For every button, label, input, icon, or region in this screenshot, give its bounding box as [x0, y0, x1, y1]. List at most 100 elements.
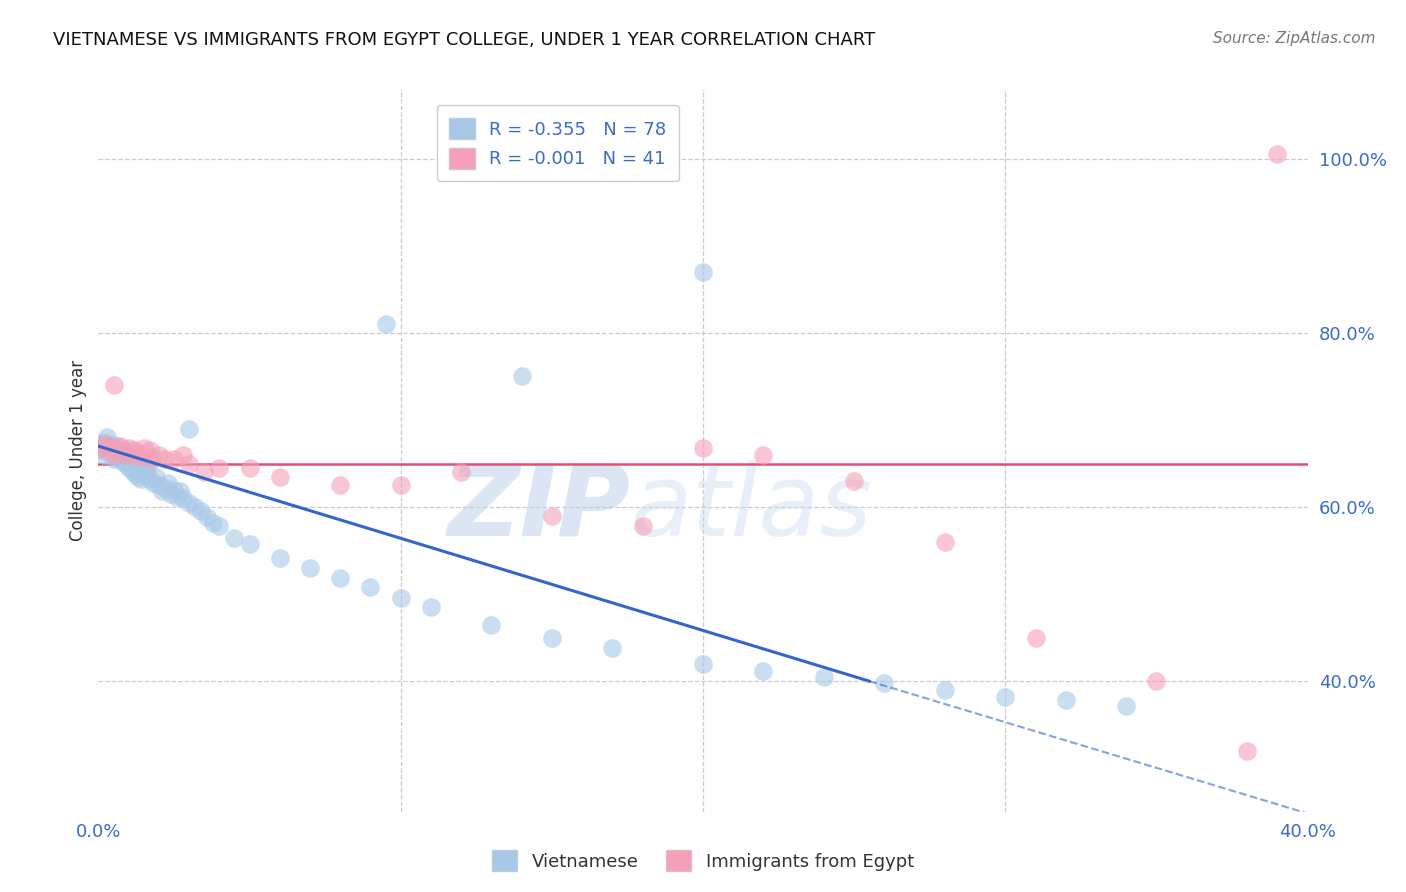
Point	[96, 443, 118, 458]
Point	[1024, 631, 1046, 645]
Point	[299, 561, 322, 575]
Point	[103, 452, 125, 467]
Point	[752, 448, 775, 462]
Point	[93, 437, 115, 451]
Point	[108, 452, 131, 467]
Point	[105, 443, 128, 458]
Point	[108, 448, 131, 462]
Legend: Vietnamese, Immigrants from Egypt: Vietnamese, Immigrants from Egypt	[485, 843, 921, 879]
Point	[118, 461, 141, 475]
Point	[100, 448, 122, 462]
Point	[132, 458, 155, 473]
Point	[129, 450, 152, 464]
Point	[105, 445, 128, 459]
Point	[692, 657, 714, 671]
Point	[1144, 674, 1167, 689]
Point	[135, 468, 157, 483]
Point	[132, 441, 155, 455]
Point	[127, 469, 149, 483]
Point	[163, 483, 186, 497]
Point	[114, 443, 136, 458]
Point	[1054, 693, 1077, 707]
Point	[224, 531, 246, 545]
Point	[103, 378, 125, 392]
Point	[239, 461, 262, 475]
Point	[269, 469, 291, 483]
Point	[360, 580, 382, 594]
Point	[202, 516, 225, 530]
Point	[139, 443, 162, 458]
Point	[190, 504, 212, 518]
Y-axis label: College, Under 1 year: College, Under 1 year	[69, 359, 87, 541]
Point	[100, 443, 122, 458]
Point	[148, 478, 170, 492]
Point	[105, 439, 128, 453]
Point	[389, 591, 412, 606]
Point	[111, 448, 134, 462]
Point	[93, 434, 115, 449]
Point	[208, 519, 231, 533]
Point	[118, 441, 141, 455]
Point	[1115, 698, 1137, 713]
Point	[873, 676, 896, 690]
Point	[160, 487, 183, 501]
Point	[135, 461, 157, 475]
Point	[121, 463, 143, 477]
Point	[184, 500, 207, 514]
Point	[153, 481, 176, 495]
Point	[450, 465, 472, 479]
Point	[148, 448, 170, 462]
Point	[374, 317, 396, 331]
Point	[127, 446, 149, 460]
Point	[129, 472, 152, 486]
Point	[124, 458, 146, 473]
Point	[90, 439, 112, 453]
Point	[269, 550, 291, 565]
Point	[239, 536, 262, 550]
Point	[135, 448, 157, 462]
Point	[329, 571, 352, 585]
Point	[752, 664, 775, 678]
Point	[90, 443, 112, 458]
Point	[329, 478, 352, 492]
Point	[156, 475, 179, 490]
Point	[813, 670, 835, 684]
Point	[90, 441, 112, 455]
Point	[934, 682, 956, 697]
Point	[108, 439, 131, 453]
Point	[169, 484, 191, 499]
Point	[100, 437, 122, 451]
Point	[111, 455, 134, 469]
Text: atlas: atlas	[630, 459, 872, 557]
Point	[692, 441, 714, 455]
Point	[994, 690, 1017, 704]
Text: Source: ZipAtlas.com: Source: ZipAtlas.com	[1212, 31, 1375, 46]
Point	[132, 465, 155, 479]
Point	[540, 631, 562, 645]
Point	[540, 508, 562, 523]
Legend: R = -0.355   N = 78, R = -0.001   N = 41: R = -0.355 N = 78, R = -0.001 N = 41	[437, 105, 679, 181]
Point	[153, 452, 176, 467]
Point	[389, 478, 412, 492]
Point	[195, 510, 218, 524]
Point	[114, 457, 136, 471]
Point	[163, 452, 186, 467]
Point	[111, 450, 134, 464]
Point	[420, 600, 443, 615]
Point	[124, 467, 146, 481]
Point	[100, 439, 122, 453]
Point	[121, 448, 143, 462]
Point	[142, 452, 165, 467]
Point	[934, 534, 956, 549]
Point	[127, 461, 149, 475]
Point	[1236, 744, 1258, 758]
Point	[96, 439, 118, 453]
Text: VIETNAMESE VS IMMIGRANTS FROM EGYPT COLLEGE, UNDER 1 YEAR CORRELATION CHART: VIETNAMESE VS IMMIGRANTS FROM EGYPT COLL…	[53, 31, 876, 49]
Point	[1267, 147, 1289, 161]
Point	[118, 452, 141, 467]
Point	[103, 441, 125, 455]
Point	[692, 265, 714, 279]
Point	[179, 496, 201, 510]
Point	[602, 641, 624, 656]
Point	[114, 450, 136, 464]
